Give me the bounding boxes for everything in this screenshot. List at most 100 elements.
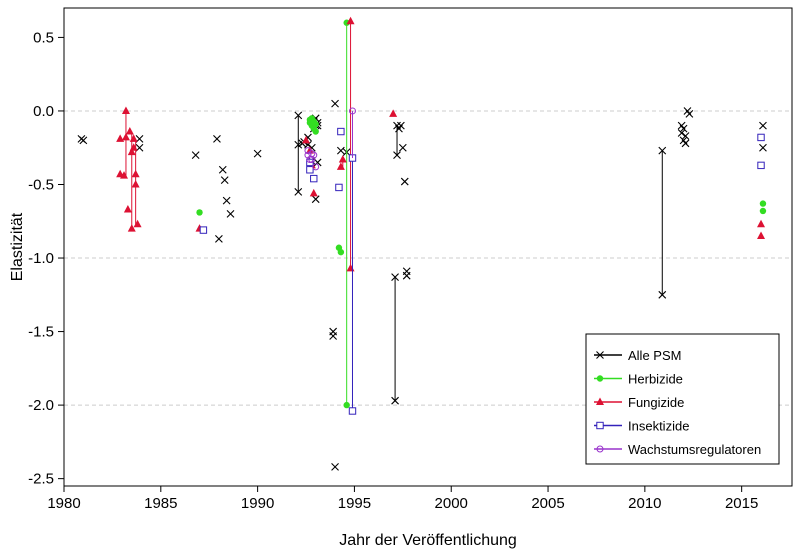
marker-stroke: [391, 396, 399, 405]
marker-stroke: [683, 107, 692, 115]
legend-marker: [596, 375, 604, 382]
data-point: [79, 136, 88, 145]
data-point: [127, 147, 136, 156]
series-wachstumsregulatoren: [304, 107, 356, 171]
data-point: [337, 127, 345, 136]
data-point: [311, 195, 320, 204]
data-point: [129, 143, 138, 151]
data-point: [346, 16, 355, 25]
data-point: [393, 151, 401, 159]
data-point: [121, 132, 130, 141]
marker-stroke: [329, 332, 338, 340]
gridlines: [64, 110, 792, 406]
legend: Alle PSM Herbizide Fungizide Insektizide Wac…: [585, 333, 780, 465]
data-point: [121, 106, 130, 114]
data-point: [757, 219, 766, 228]
legend-item: Alle PSM: [594, 348, 681, 363]
y-tick-label: -2.0: [28, 397, 54, 414]
marker-stroke: [400, 177, 409, 186]
marker-stroke: [213, 135, 221, 143]
data-point: [312, 120, 319, 128]
marker-stroke: [681, 132, 690, 140]
y-tick-label: -1.0: [28, 250, 54, 267]
marker-stroke: [313, 158, 322, 167]
marker-stroke: [402, 271, 411, 280]
data-point: [343, 401, 350, 409]
data-point: [213, 135, 221, 143]
data-point: [331, 462, 339, 471]
data-point: [759, 207, 767, 215]
data-point: [685, 110, 694, 118]
marker-stroke: [679, 124, 688, 133]
data-point: [220, 176, 229, 184]
marker-stroke: [191, 151, 200, 159]
legend-marker: [596, 351, 604, 359]
legend-label: Wachstumsregulatoren: [628, 442, 761, 457]
x-tick-label: 2000: [435, 495, 468, 512]
data-point: [336, 146, 345, 155]
data-point: [253, 149, 262, 158]
marker-stroke: [311, 195, 320, 204]
y-tick-label: 0.5: [33, 29, 54, 46]
data-point: [681, 132, 690, 140]
data-point: [331, 99, 339, 108]
data-point: [398, 143, 407, 152]
data-point: [391, 273, 399, 282]
x-tick-label: 2015: [725, 495, 758, 512]
x-tick-label: 2010: [628, 495, 661, 512]
data-series: [77, 16, 767, 471]
x-axis: 1980 1985 1990 1995 2000 2005 2010 2015: [47, 486, 758, 512]
marker-stroke: [596, 351, 604, 359]
marker-stroke: [253, 149, 262, 158]
data-point: [312, 163, 320, 171]
data-point: [336, 162, 345, 170]
data-point: [191, 151, 200, 159]
data-point: [306, 166, 314, 174]
legend-item: Herbizide: [594, 372, 683, 387]
data-point: [131, 179, 140, 188]
data-point: [759, 143, 767, 152]
marker-stroke: [677, 121, 686, 130]
legend-label: Herbizide: [628, 372, 683, 387]
data-point: [313, 158, 322, 167]
data-point: [757, 161, 765, 170]
legend-item: Insektizide: [594, 419, 689, 434]
marker-stroke: [658, 146, 667, 155]
legend-label: Insektizide: [628, 419, 689, 434]
marker-stroke: [336, 146, 345, 155]
data-point: [302, 135, 311, 144]
y-tick-label: -1.5: [28, 324, 54, 341]
legend-item: Fungizide: [594, 395, 684, 410]
data-point: [389, 109, 398, 117]
marker-stroke: [79, 136, 88, 145]
data-point: [129, 134, 138, 142]
data-point: [294, 111, 303, 120]
plot-frame: [63, 7, 793, 487]
series-herbizide: [196, 19, 767, 409]
marker-stroke: [685, 110, 694, 118]
data-point: [196, 209, 203, 216]
data-point: [759, 121, 767, 130]
data-point: [348, 107, 356, 115]
legend-marker: [596, 445, 604, 453]
data-point: [329, 332, 338, 340]
marker-stroke: [222, 196, 231, 205]
data-point: [759, 200, 767, 207]
data-point: [215, 235, 223, 243]
data-point: [335, 183, 343, 192]
marker-stroke: [393, 151, 401, 159]
data-point: [125, 127, 134, 135]
data-point: [312, 128, 319, 135]
y-tick-label: -2.5: [28, 471, 54, 488]
data-point: [757, 133, 765, 142]
data-point: [310, 174, 318, 183]
data-point: [294, 187, 303, 196]
data-point: [308, 155, 316, 163]
x-tick-label: 1990: [241, 495, 274, 512]
data-point: [127, 224, 136, 232]
marker-stroke: [681, 139, 690, 148]
data-point: [397, 121, 405, 130]
marker-stroke: [658, 290, 667, 299]
data-point: [681, 139, 690, 148]
